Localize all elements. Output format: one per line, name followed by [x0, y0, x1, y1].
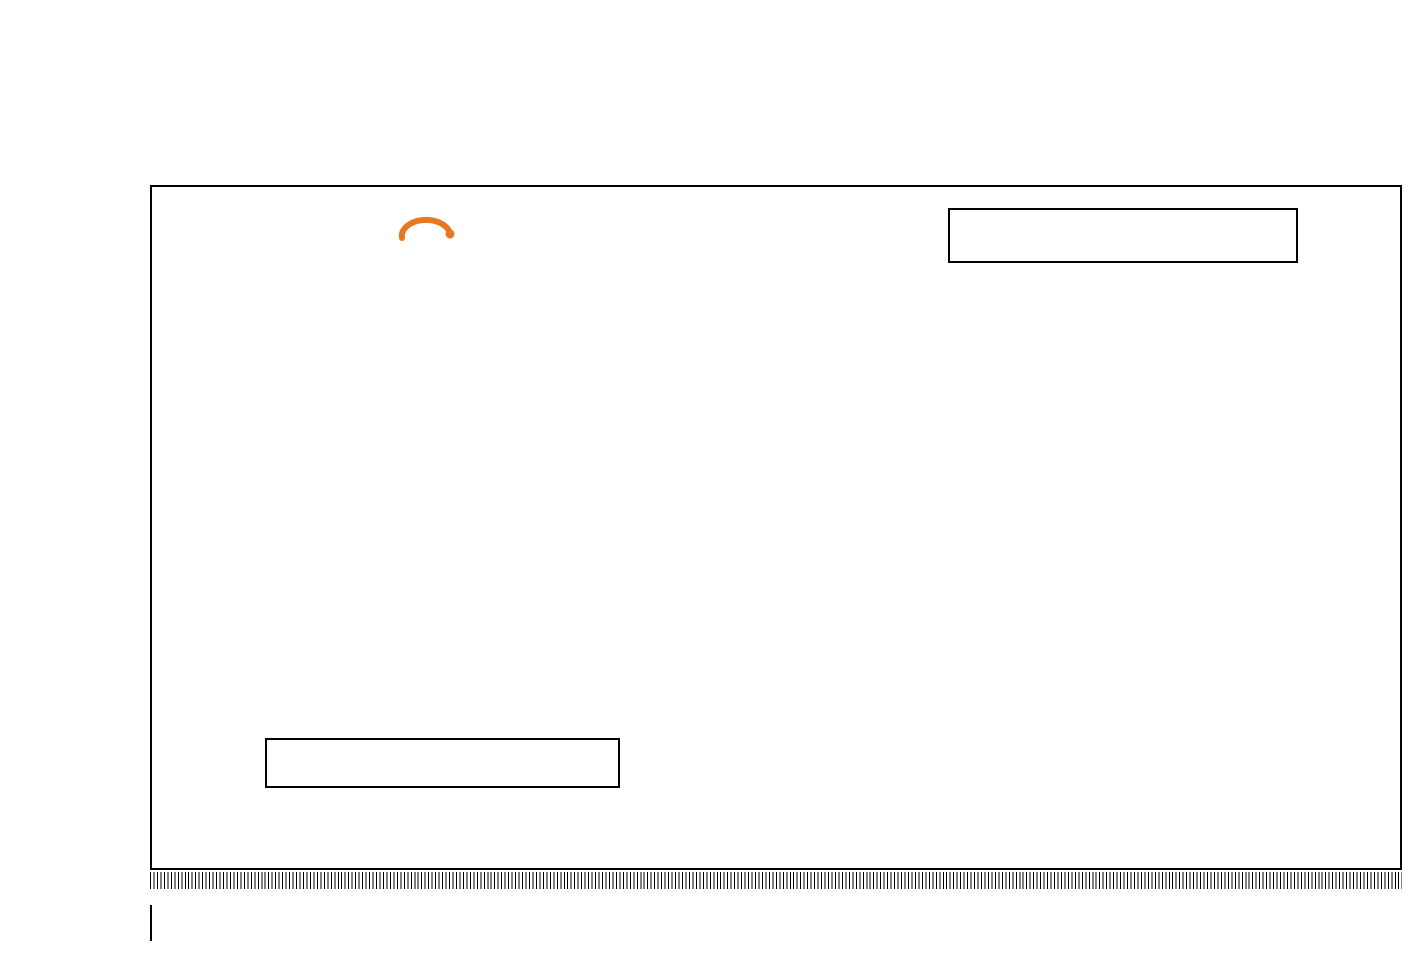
logo-swoosh-icon: [398, 216, 455, 241]
x-axis-year-labels: [150, 905, 1402, 941]
monthly-minor-ticks: [150, 872, 1402, 889]
recession-annotation: [265, 738, 620, 788]
chart-subtitle-row: [0, 110, 1422, 142]
y-axis-tick-labels: [88, 185, 140, 870]
chart-title-row: [0, 60, 1422, 100]
steel-market-update-logo: [318, 212, 548, 270]
overheated-annotation: [948, 208, 1298, 263]
